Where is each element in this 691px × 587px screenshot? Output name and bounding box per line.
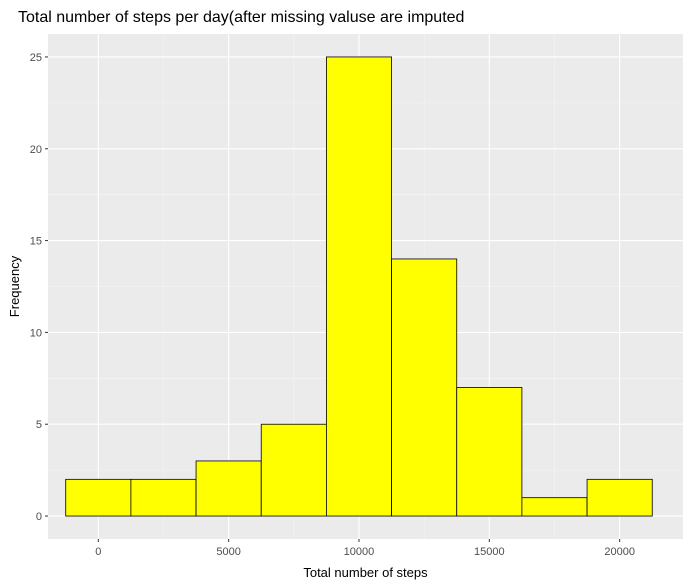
histogram-bar xyxy=(586,478,653,517)
x-axis-title: Total number of steps xyxy=(303,565,428,580)
x-tick-label: 15000 xyxy=(474,546,505,558)
histogram-bar xyxy=(325,56,392,517)
y-axis: 0 5 10 15 20 25 xyxy=(30,52,48,523)
histogram-bars xyxy=(65,56,653,517)
histogram-bar xyxy=(456,387,523,517)
histogram-bar xyxy=(521,497,588,517)
histogram-bar xyxy=(130,478,197,517)
x-tick-label: 0 xyxy=(95,546,101,558)
y-tick-label: 5 xyxy=(36,419,42,431)
y-tick-label: 10 xyxy=(30,327,42,339)
x-tick-label: 10000 xyxy=(344,546,375,558)
histogram-bar xyxy=(260,423,327,517)
x-axis: 0 5000 10000 15000 20000 xyxy=(95,539,635,558)
y-tick-label: 15 xyxy=(30,236,42,248)
x-tick-label: 20000 xyxy=(604,546,635,558)
histogram-bar xyxy=(195,460,262,517)
y-tick-label: 25 xyxy=(30,52,42,64)
histogram-bar xyxy=(65,478,132,517)
y-tick-label: 0 xyxy=(36,511,42,523)
y-axis-title: Frequency xyxy=(7,255,22,317)
x-tick-label: 5000 xyxy=(216,546,240,558)
chart-title: Total number of steps per day(after miss… xyxy=(18,9,464,26)
y-tick-label: 20 xyxy=(30,144,42,156)
histogram-bar xyxy=(391,258,458,517)
